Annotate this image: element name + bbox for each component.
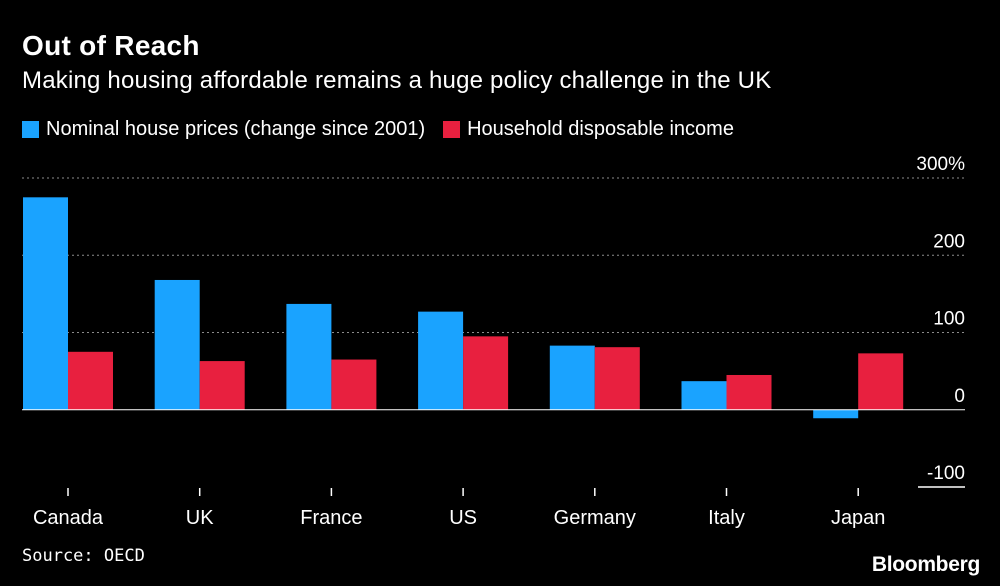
x-tick-label: Germany [554, 507, 636, 529]
bar [331, 359, 377, 410]
x-tick-label: US [449, 507, 477, 529]
bar [858, 353, 904, 410]
x-tick-label: Italy [708, 507, 745, 529]
legend-swatch-house-prices [22, 121, 39, 138]
chart-legend: Nominal house prices (change since 2001)… [22, 118, 752, 141]
legend-label-house-prices: Nominal house prices (change since 2001) [46, 118, 426, 140]
y-tick-label: 100 [933, 309, 965, 330]
bar [68, 351, 113, 410]
x-tick-label: Japan [831, 507, 886, 529]
legend-swatch-income [443, 121, 461, 138]
bar [286, 303, 332, 410]
legend-label-income: Household disposable income [467, 118, 734, 140]
y-tick-label: 300% [916, 154, 965, 175]
legend-item-house-prices: Nominal house prices (change since 2001) [22, 118, 425, 141]
bar [726, 374, 772, 410]
y-tick-label: 0 [954, 386, 965, 407]
bar [418, 311, 464, 410]
bloomberg-logo: Bloomberg [871, 553, 980, 576]
x-tick-label: Canada [33, 507, 104, 529]
bar [813, 409, 859, 419]
chart-subtitle: Making housing affordable remains a huge… [22, 67, 772, 94]
bar [681, 381, 727, 410]
chart-title: Out of Reach [22, 30, 200, 61]
y-tick-label: -100 [927, 463, 965, 484]
bar [199, 361, 245, 410]
y-tick-label: 200 [933, 231, 965, 252]
legend-item-income: Household disposable income [443, 118, 734, 141]
bar [594, 347, 640, 410]
bar [463, 336, 509, 410]
bar [23, 197, 68, 410]
bar [549, 345, 595, 410]
x-tick-label: France [300, 507, 362, 529]
bar [154, 279, 200, 410]
source-note: Source: OECD [22, 546, 145, 566]
x-tick-label: UK [186, 507, 214, 529]
